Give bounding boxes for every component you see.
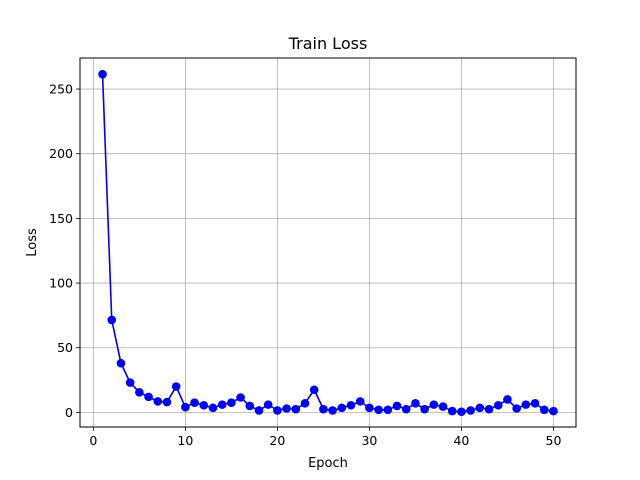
data-point	[153, 397, 163, 406]
data-point	[355, 397, 365, 406]
x-tick-label: 40	[453, 433, 469, 448]
data-point	[484, 404, 494, 414]
x-tick-label: 0	[89, 433, 97, 448]
axis-ticks: 0 10 20 30 40 50 0 50 100 150 200 250	[49, 82, 561, 448]
y-tick-label: 0	[65, 405, 73, 420]
data-point	[116, 358, 126, 368]
plot-frame	[79, 57, 577, 428]
data-point	[383, 405, 393, 415]
y-tick-label: 50	[57, 340, 73, 355]
data-point	[457, 407, 466, 417]
data-point	[521, 400, 531, 409]
data-point	[208, 403, 218, 413]
data-point	[319, 404, 328, 414]
data-point	[144, 392, 153, 402]
series-layer	[98, 69, 558, 417]
x-tick-label: 50	[546, 433, 562, 448]
data-point	[273, 406, 282, 415]
data-point	[98, 69, 107, 79]
x-tick-label: 20	[269, 433, 285, 448]
y-axis-label: Loss	[25, 228, 40, 257]
data-point	[365, 403, 374, 413]
data-point	[420, 404, 429, 414]
data-point	[503, 395, 512, 404]
data-point	[539, 405, 549, 415]
data-point	[171, 382, 181, 391]
data-point	[374, 405, 383, 415]
y-tick-label: 250	[49, 82, 73, 97]
data-point	[411, 399, 420, 408]
y-tick-label: 100	[49, 276, 73, 291]
y-tick-label: 200	[49, 146, 73, 161]
data-point	[493, 400, 503, 410]
data-point	[466, 406, 475, 415]
data-point	[227, 398, 236, 407]
data-point	[549, 406, 558, 416]
data-point	[263, 400, 273, 409]
data-point	[217, 400, 227, 409]
data-point	[429, 400, 439, 409]
data-point	[135, 388, 144, 397]
data-point	[282, 404, 291, 413]
data-point	[291, 404, 301, 414]
x-axis-label: Epoch	[308, 456, 348, 471]
data-point	[236, 393, 245, 402]
data-point	[475, 403, 485, 413]
data-point	[107, 315, 117, 325]
data-point	[530, 399, 540, 408]
x-tick-label: 30	[361, 433, 377, 448]
chart-title: Train Loss	[288, 34, 368, 53]
data-point	[392, 401, 402, 411]
grid-lines	[80, 58, 576, 427]
x-tick-label: 10	[177, 433, 193, 448]
data-point	[346, 400, 356, 410]
data-point	[125, 378, 135, 387]
data-point	[199, 400, 209, 410]
data-point	[438, 402, 448, 411]
data-point	[181, 402, 190, 412]
data-point	[190, 398, 199, 407]
data-point	[328, 406, 337, 415]
data-point	[309, 385, 319, 395]
data-point	[300, 399, 310, 408]
data-point	[447, 406, 457, 416]
data-point	[512, 404, 521, 413]
data-point	[245, 401, 255, 411]
data-point	[337, 403, 347, 413]
data-point	[401, 404, 411, 414]
data-point	[254, 406, 264, 415]
data-point	[162, 397, 172, 407]
y-tick-label: 150	[49, 211, 73, 226]
